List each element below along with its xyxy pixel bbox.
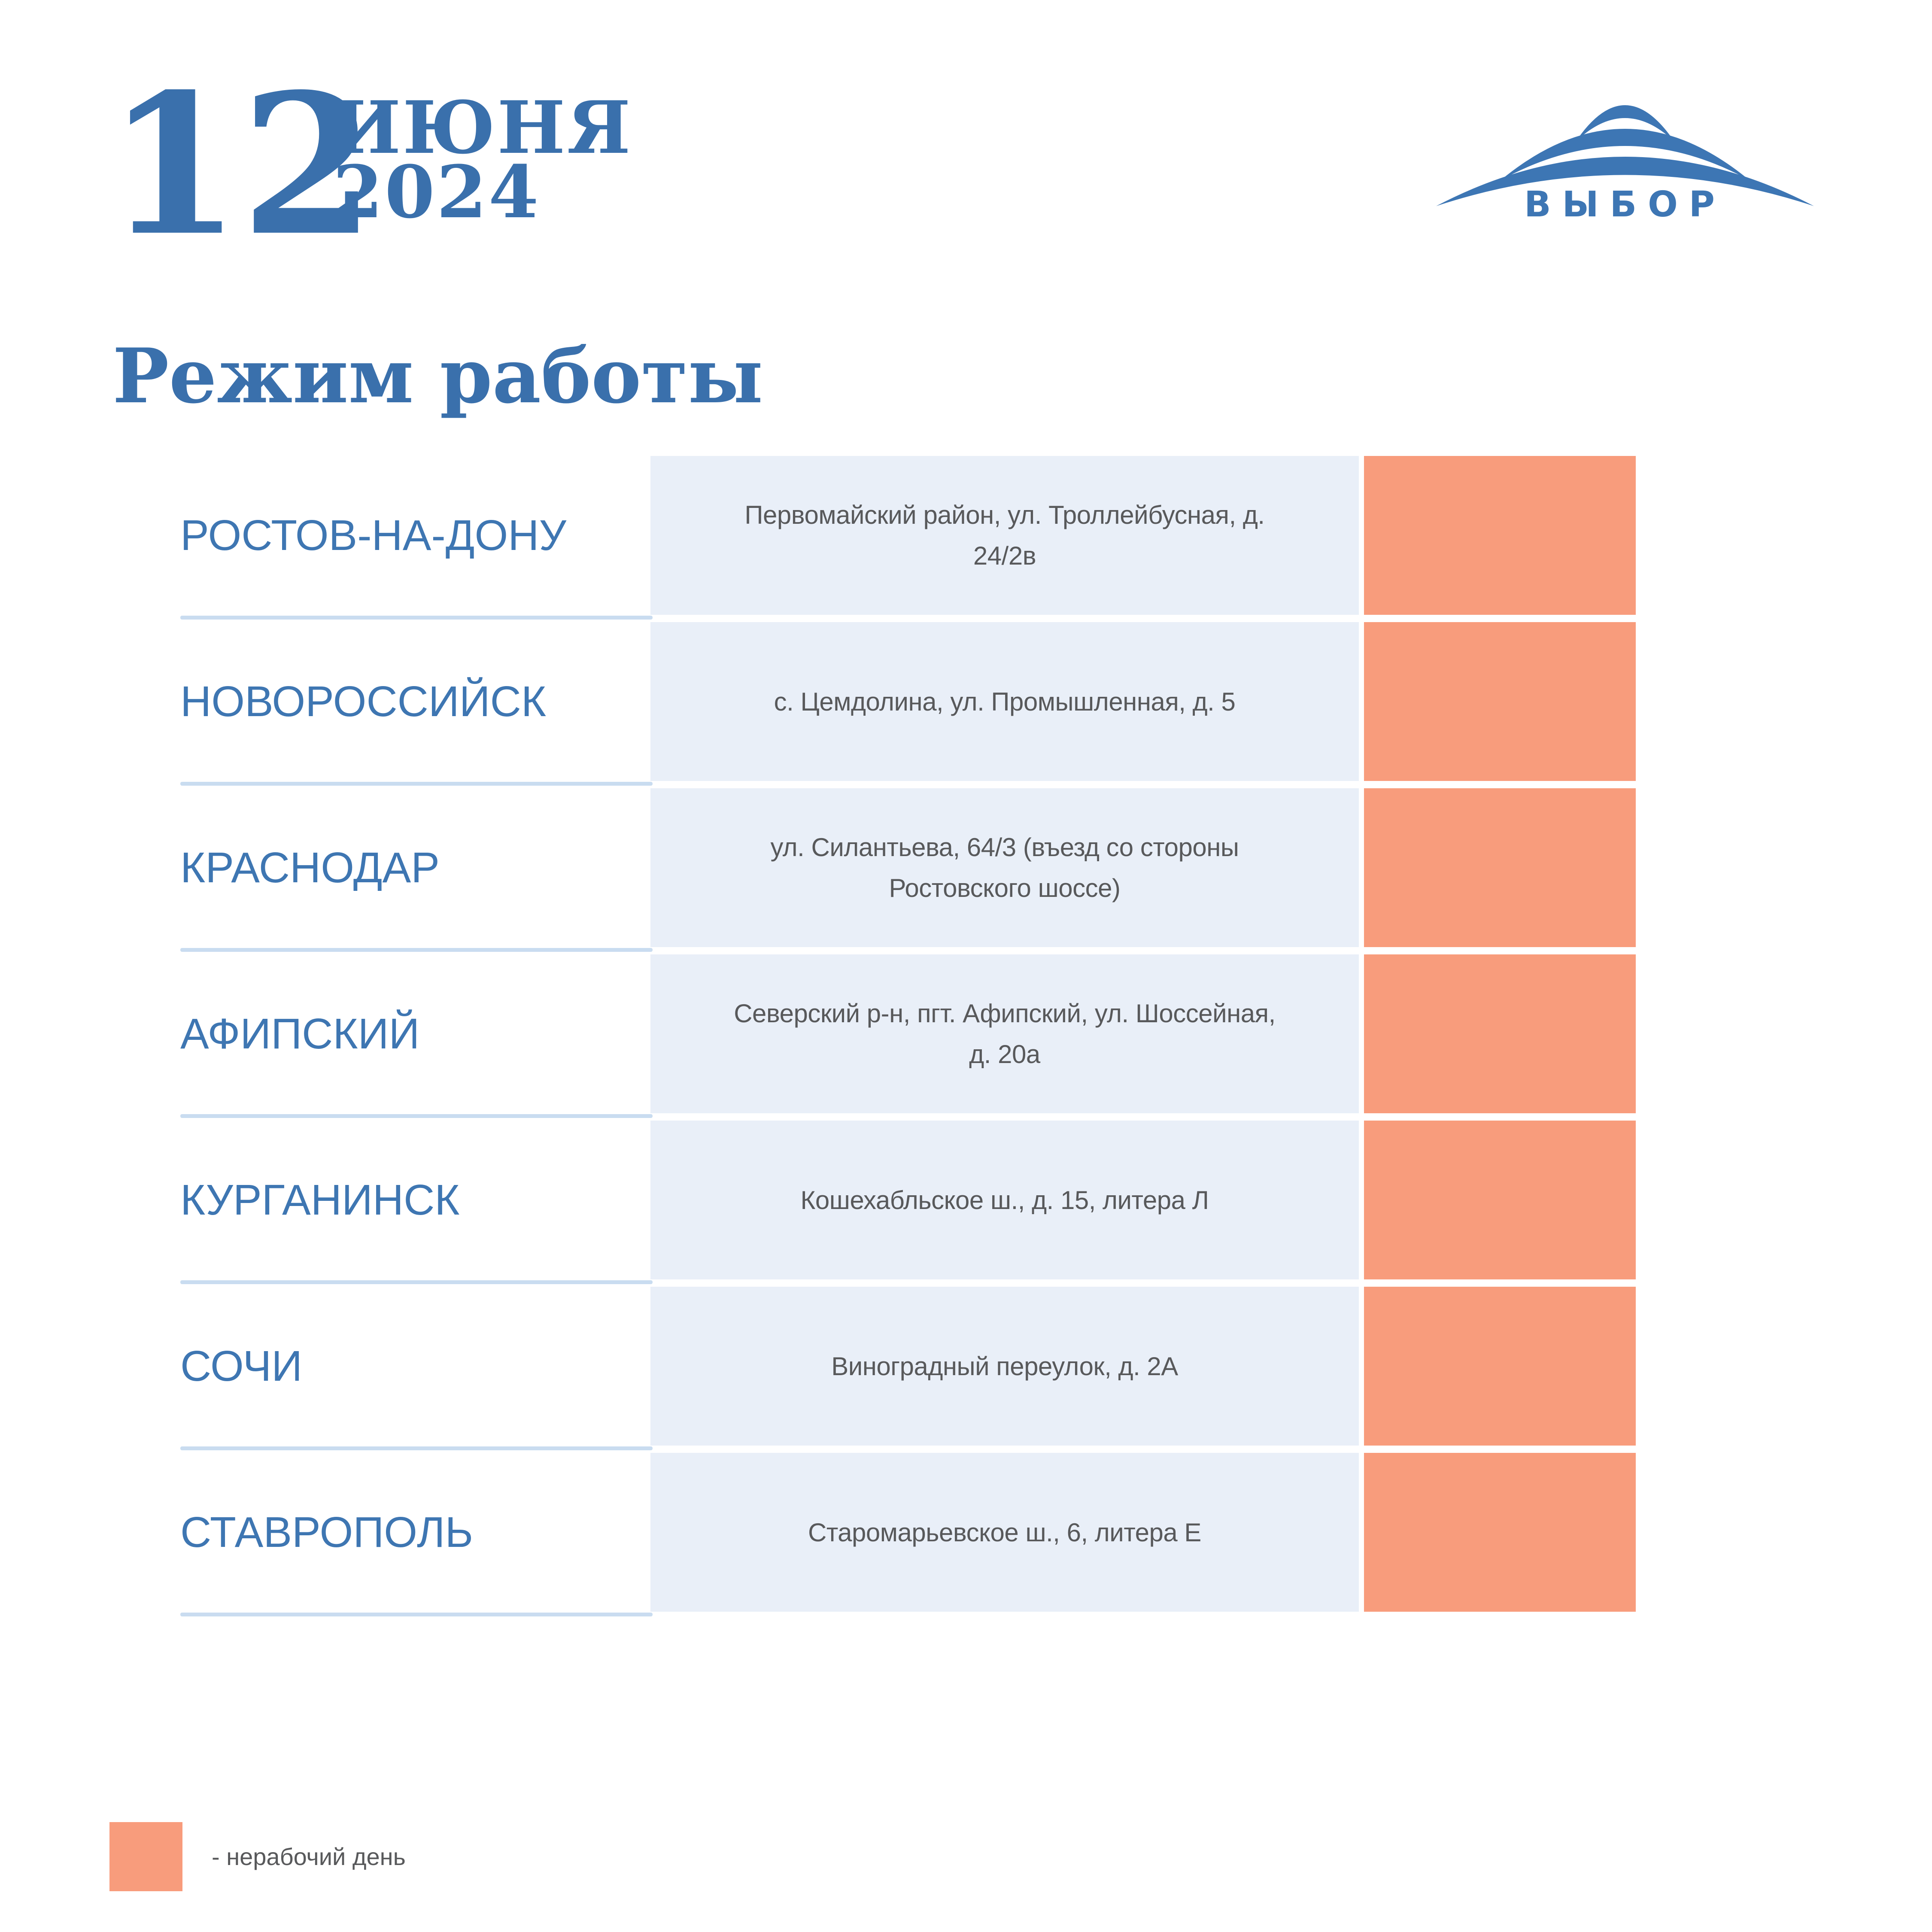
schedule-row: НОВОРОССИЙСК с. Цемдолина, ул. Промышленн… xyxy=(0,622,1932,788)
schedule-row: АФИПСКИЙ Северский р-н, пгт. Афипский, ул… xyxy=(0,954,1932,1121)
legend-label: - нерабочий день xyxy=(212,1843,406,1870)
work-schedule-table: РОСТОВ-НА-ДОНУ Первомайский район, ул. Тр… xyxy=(0,456,1932,1619)
row-divider xyxy=(180,948,653,952)
schedule-row: СТАВРОПОЛЬ Старомарьевское ш., 6, литера … xyxy=(0,1453,1932,1619)
branch-address-cell: Виноградный переулок, д. 2А xyxy=(650,1287,1359,1446)
non-working-day-cell xyxy=(1364,1453,1636,1612)
branch-address: Виноградный переулок, д. 2А xyxy=(831,1352,1178,1381)
city-name: АФИПСКИЙ xyxy=(180,1009,420,1058)
branch-address: ул. Силантьева, 64/3 (въезд со стороны Р… xyxy=(770,833,1239,902)
brand-name: ВЫБОР xyxy=(1524,184,1726,225)
date-month-year: ИЮНЯ 2024 xyxy=(333,85,632,234)
branch-address: Старомарьевское ш., 6, литера Е xyxy=(808,1518,1201,1547)
non-working-day-swatch xyxy=(109,1822,182,1891)
date-month: ИЮНЯ xyxy=(333,85,632,170)
legend: - нерабочий день xyxy=(109,1822,406,1891)
date-day: 12 xyxy=(106,52,376,279)
row-divider xyxy=(180,616,653,620)
branch-address: Северский р-н, пгт. Афипский, ул. Шоссей… xyxy=(734,999,1276,1069)
company-logo xyxy=(1432,92,1818,208)
city-name: СОЧИ xyxy=(180,1342,303,1390)
branch-address-cell: Кошехабльское ш., д. 15, литера Л xyxy=(650,1121,1359,1279)
city-name: НОВОРОССИЙСК xyxy=(180,677,547,726)
non-working-day-cell xyxy=(1364,456,1636,615)
non-working-day-cell xyxy=(1364,1287,1636,1446)
branch-address-cell: ул. Силантьева, 64/3 (въезд со стороны Р… xyxy=(650,788,1359,947)
city-name: РОСТОВ-НА-ДОНУ xyxy=(180,511,567,559)
non-working-day-cell xyxy=(1364,1121,1636,1279)
date-year: 2024 xyxy=(333,149,541,234)
row-divider xyxy=(180,1280,653,1284)
branch-address-cell: Первомайский район, ул. Троллейбусная, д… xyxy=(650,456,1359,615)
row-divider xyxy=(180,1613,653,1616)
schedule-row: РОСТОВ-НА-ДОНУ Первомайский район, ул. Тр… xyxy=(0,456,1932,622)
page-title: Режим работы xyxy=(112,332,763,420)
branch-address: Первомайский район, ул. Троллейбусная, д… xyxy=(744,501,1265,570)
row-divider xyxy=(180,1114,653,1118)
branch-address: Кошехабльское ш., д. 15, литера Л xyxy=(800,1185,1209,1215)
schedule-row: КУРГАНИНСК Кошехабльское ш., д. 15, литер… xyxy=(0,1121,1932,1287)
triple-arc-swoosh-icon xyxy=(1436,105,1814,206)
row-divider xyxy=(180,782,653,786)
branch-address-cell: Северский р-н, пгт. Афипский, ул. Шоссей… xyxy=(650,954,1359,1113)
non-working-day-cell xyxy=(1364,954,1636,1113)
branch-address-cell: с. Цемдолина, ул. Промышленная, д. 5 xyxy=(650,622,1359,781)
city-name: СТАВРОПОЛЬ xyxy=(180,1508,474,1556)
city-name: КУРГАНИНСК xyxy=(180,1176,460,1224)
row-divider xyxy=(180,1446,653,1450)
non-working-day-cell xyxy=(1364,622,1636,781)
non-working-day-cell xyxy=(1364,788,1636,947)
schedule-row: КРАСНОДАР ул. Силантьева, 64/3 (въезд со … xyxy=(0,788,1932,954)
city-name: КРАСНОДАР xyxy=(180,843,440,892)
branch-address-cell: Старомарьевское ш., 6, литера Е xyxy=(650,1453,1359,1612)
branch-address: с. Цемдолина, ул. Промышленная, д. 5 xyxy=(774,687,1236,716)
schedule-row: СОЧИ Виноградный переулок, д. 2А xyxy=(0,1287,1932,1453)
